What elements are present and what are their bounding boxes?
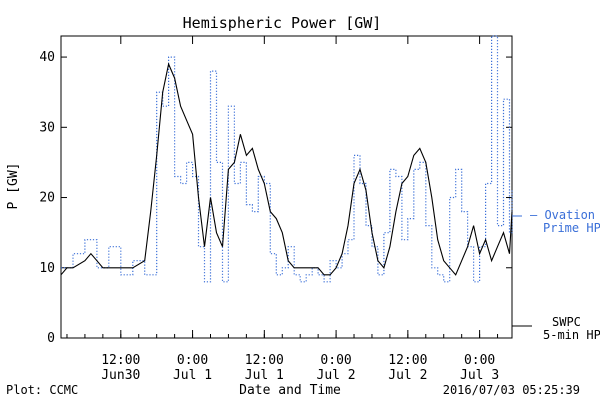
y-tick-label: 10 (39, 261, 55, 276)
legend-swpc-label-line2: 5-min HPI (543, 328, 600, 342)
plot-frame (60, 35, 513, 339)
y-axis: 0 10 20 30 40 (39, 50, 512, 346)
legend-ovation-label: — Ovation (530, 208, 595, 222)
x-tick-label-time: 12:00 (245, 353, 284, 368)
y-tick-label: 0 (47, 331, 55, 346)
series-swpc-line (60, 62, 513, 276)
x-tick-label-date: Jul 1 (173, 368, 212, 383)
x-axis-label: Date and Time (239, 383, 341, 398)
x-tick-label-date: Jul 2 (388, 368, 427, 383)
x-tick-label-time: 12:00 (388, 353, 427, 368)
legend-swpc-label: SWPC (552, 315, 581, 329)
x-tick-label-date: Jul 3 (460, 368, 499, 383)
x-tick-label-date: Jun30 (101, 368, 140, 383)
x-tick-label-time: 0:00 (177, 353, 208, 368)
series-ovation-prime-line (61, 35, 513, 283)
y-tick-label: 30 (39, 120, 55, 135)
footer-plot-credit: Plot: CCMC (6, 383, 78, 397)
legend-ovation-label-line2: Prime HPI (543, 221, 600, 235)
y-tick-label: 20 (39, 191, 55, 206)
x-tick-label-date: Jul 2 (317, 368, 356, 383)
x-tick-label-time: 0:00 (320, 353, 351, 368)
y-axis-label: P [GW] (6, 163, 21, 210)
x-tick-label-time: 12:00 (101, 353, 140, 368)
chart-title: Hemispheric Power [GW] (183, 14, 382, 32)
footer-timestamp: 2016/07/03 05:25:39 (443, 383, 580, 397)
y-tick-label: 40 (39, 50, 55, 65)
x-tick-label-time: 0:00 (464, 353, 495, 368)
x-tick-label-date: Jul 1 (245, 368, 284, 383)
series-layer (60, 35, 513, 283)
